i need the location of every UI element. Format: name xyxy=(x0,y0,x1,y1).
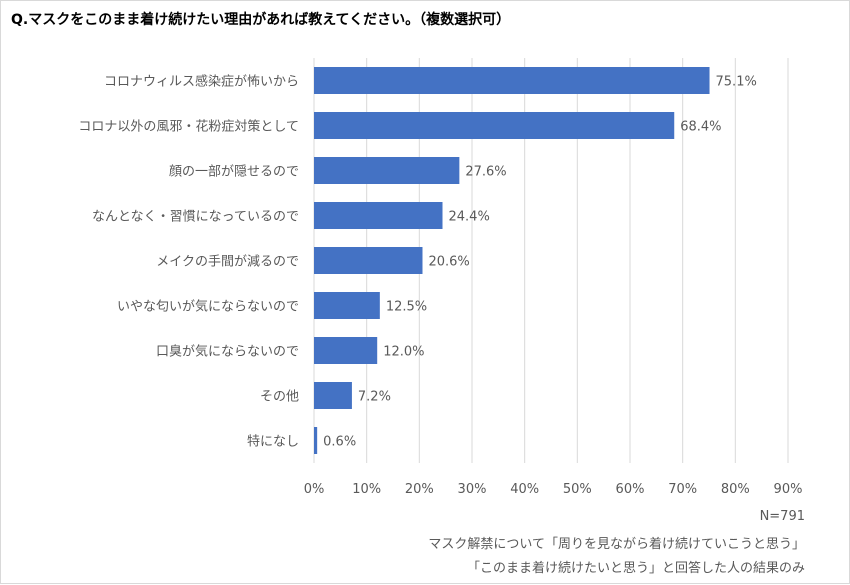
x-tick-label: 20% xyxy=(405,482,434,497)
category-label: コロナウィルス感染症が怖いから xyxy=(104,74,299,90)
category-label: 顔の一部が隠せるので xyxy=(169,165,299,180)
bar xyxy=(314,247,423,274)
data-label: 27.6% xyxy=(465,165,506,180)
x-tick-label: 70% xyxy=(668,482,697,497)
category-label: その他 xyxy=(260,390,299,405)
bar xyxy=(314,292,380,319)
data-label: 68.4% xyxy=(680,120,721,135)
x-tick-label: 50% xyxy=(563,482,592,497)
x-tick-label: 40% xyxy=(510,482,539,497)
chart-title: Q.マスクをこのまま着け続けたい理由があれば教えてください。（複数選択可） xyxy=(11,12,511,28)
data-label: 12.5% xyxy=(386,300,427,315)
x-tick-label: 60% xyxy=(616,482,645,497)
category-label: 口臭が気にならないので xyxy=(156,344,299,360)
data-label: 7.2% xyxy=(358,390,391,405)
x-tick-label: 0% xyxy=(304,482,325,497)
bar xyxy=(314,337,378,364)
category-label: なんとなく・習慣になっているので xyxy=(92,209,299,225)
data-label: 20.6% xyxy=(428,255,469,270)
labels: 0% 10% 20% 30% 40% 50% 60% 70% 80% 90% コロナウィルス感染症が… xyxy=(78,74,802,498)
data-label: 0.6% xyxy=(323,435,356,450)
data-label: 24.4% xyxy=(449,210,490,225)
bars xyxy=(314,67,710,454)
category-label: 特になし xyxy=(247,435,299,450)
x-tick-label: 10% xyxy=(352,482,381,497)
category-label: メイクの手間が減るので xyxy=(156,254,299,270)
bar xyxy=(314,427,318,454)
x-tick-label: 80% xyxy=(721,482,750,497)
bar xyxy=(314,67,710,94)
data-label: 12.0% xyxy=(383,345,424,360)
footnote-line-1: マスク解禁について「周りを見ながら着け続けていこうと思う」 xyxy=(428,537,805,552)
bar xyxy=(314,382,352,409)
footnote-line-2: 「このまま着け続けたいと思う」と回答した人の結果のみ xyxy=(466,561,805,576)
bar xyxy=(314,157,460,184)
category-label: コロナ以外の風邪・花粉症対策として xyxy=(78,119,299,135)
category-label: いやな匂いが気にならないので xyxy=(117,299,299,315)
bar xyxy=(314,112,675,139)
x-tick-label: 90% xyxy=(774,482,803,497)
data-label: 75.1% xyxy=(716,75,757,90)
x-tick-label: 30% xyxy=(458,482,487,497)
bar xyxy=(314,202,443,229)
sample-size-note: N=791 xyxy=(759,509,805,524)
